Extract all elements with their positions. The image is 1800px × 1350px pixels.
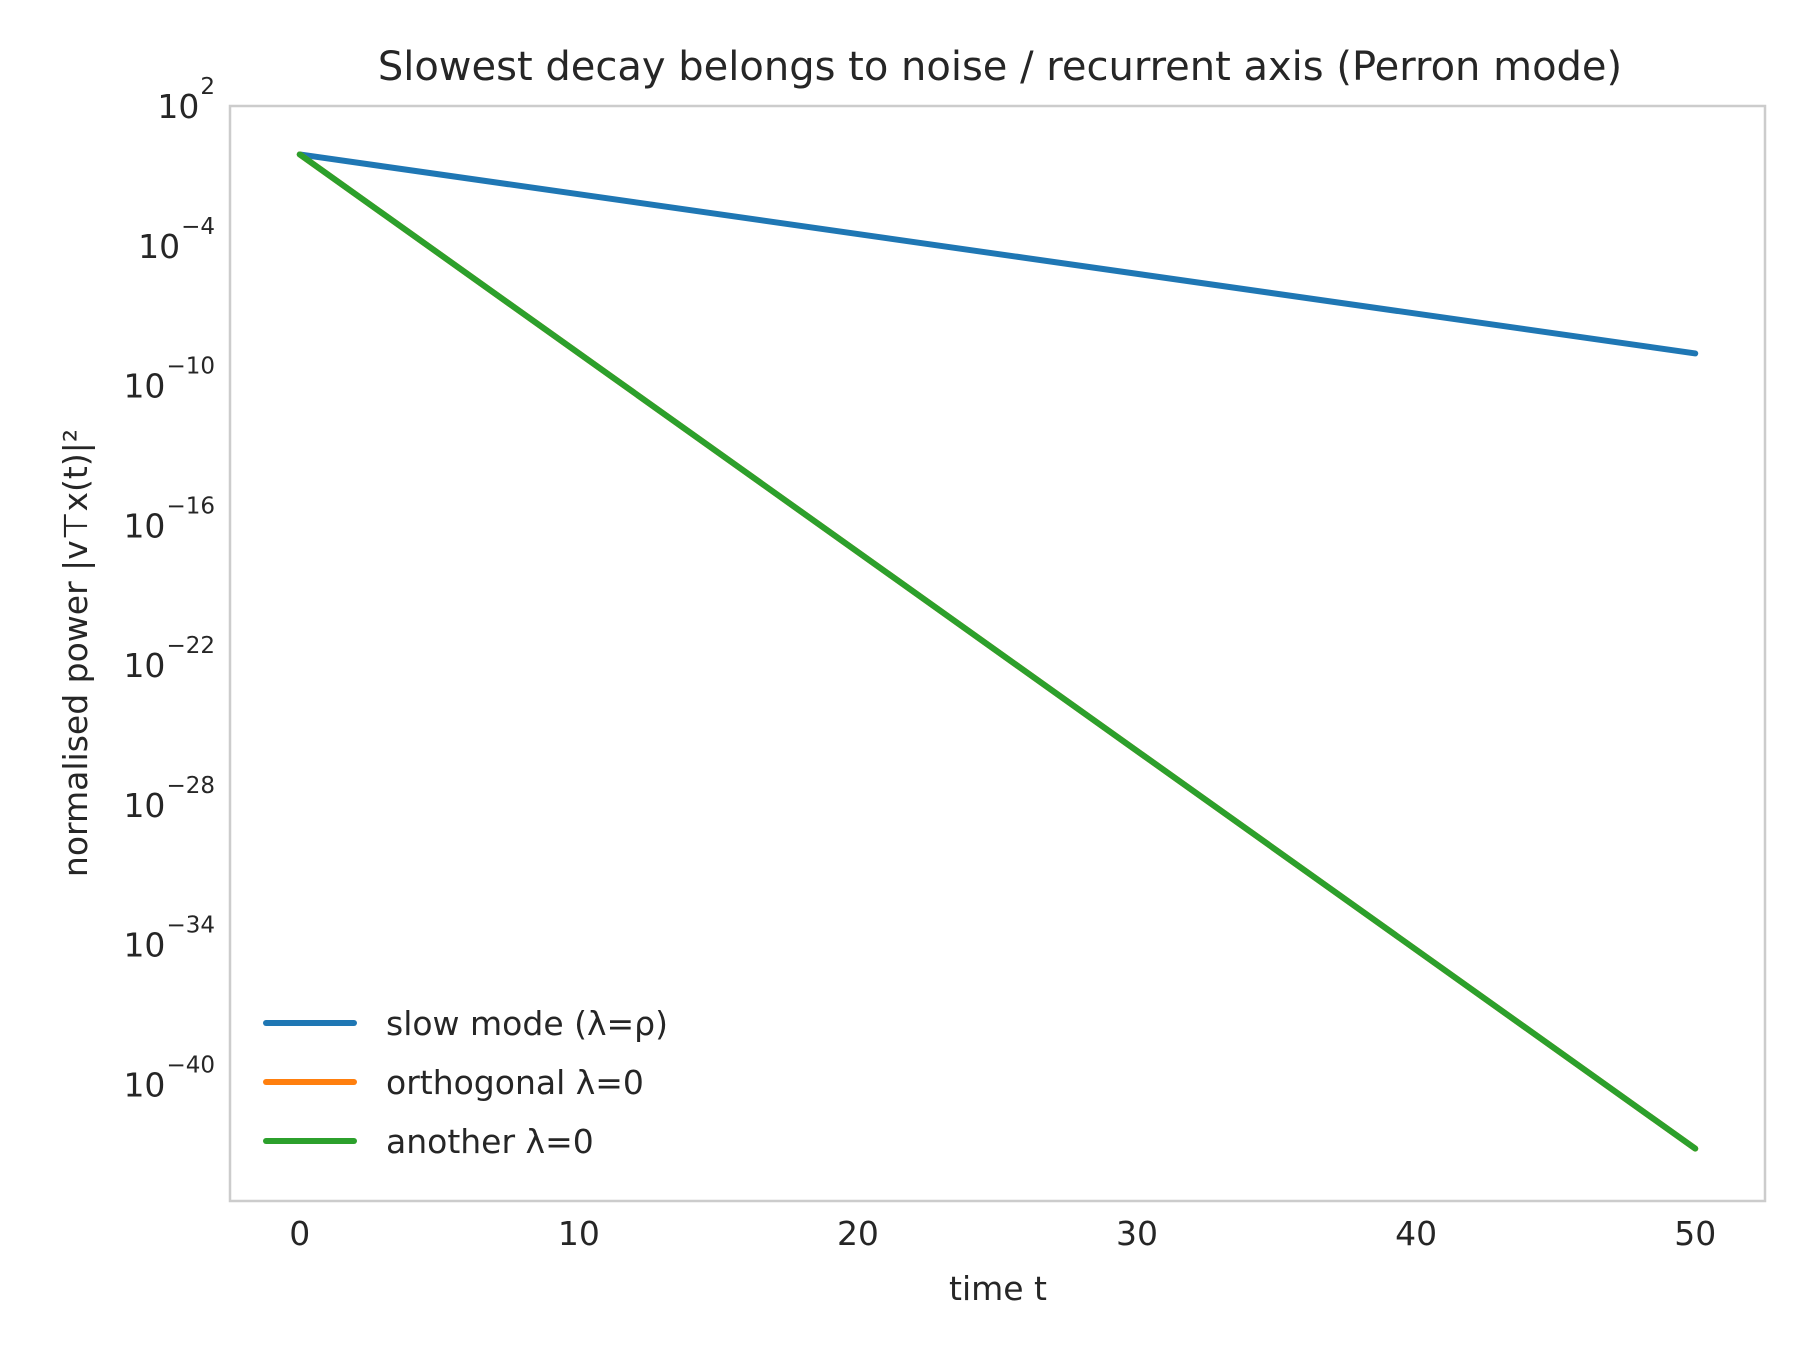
legend-item: another λ=0 [263, 1122, 594, 1161]
y-tick-base: 10 [123, 367, 165, 406]
y-tick-exponent: −16 [166, 493, 215, 519]
y-tick-exponent: 2 [200, 74, 215, 100]
legend-item: slow mode (λ=ρ) [263, 1004, 668, 1043]
x-axis-label: time t [949, 1269, 1047, 1308]
y-tick-exponent: −4 [181, 214, 215, 240]
plot-area [228, 104, 1767, 1203]
y-tick-base: 10 [123, 506, 165, 545]
y-tick-exponent: −40 [166, 1053, 215, 1079]
legend: slow mode (λ=ρ) orthogonal λ=0 another λ=0 [263, 1004, 668, 1161]
x-tick-label: 20 [837, 1214, 879, 1253]
y-tick-exponent: −22 [166, 633, 215, 659]
legend-label: another λ=0 [386, 1122, 594, 1161]
legend-label: orthogonal λ=0 [386, 1063, 644, 1102]
y-tick-base: 10 [123, 926, 165, 965]
y-tick-label: −410 [138, 214, 215, 266]
x-tick-label: 40 [1395, 1214, 1437, 1253]
y-tick-base: 10 [123, 646, 165, 685]
legend-label: slow mode (λ=ρ) [386, 1004, 668, 1043]
series-line-1 [296, 151, 1699, 357]
x-tick-label: 10 [558, 1214, 600, 1253]
legend-item: orthogonal λ=0 [263, 1063, 644, 1102]
y-tick-exponent: −10 [166, 354, 215, 380]
x-tick-label: 0 [289, 1214, 310, 1253]
y-tick-base: 10 [123, 786, 165, 825]
y-tick-label: 210 [157, 74, 215, 126]
series-line-3 [296, 151, 1699, 1152]
y-tick-base: 10 [157, 87, 199, 126]
chart-title: Slowest decay belongs to noise / recurre… [378, 44, 1622, 90]
y-axis-label: normalised power |v⊤x(t)|² [56, 429, 95, 877]
y-tick-exponent: −28 [166, 773, 215, 799]
x-tick-label: 30 [1116, 1214, 1158, 1253]
y-tick-base: 10 [138, 227, 180, 266]
series-layer [296, 151, 1699, 1152]
y-tick-exponent: −34 [166, 913, 215, 939]
y-tick-base: 10 [123, 1066, 165, 1105]
x-tick-label: 50 [1674, 1214, 1716, 1253]
axes-frame [228, 104, 1767, 1203]
x-axis-ticks: 0 10 20 30 40 50 [289, 1214, 1716, 1253]
